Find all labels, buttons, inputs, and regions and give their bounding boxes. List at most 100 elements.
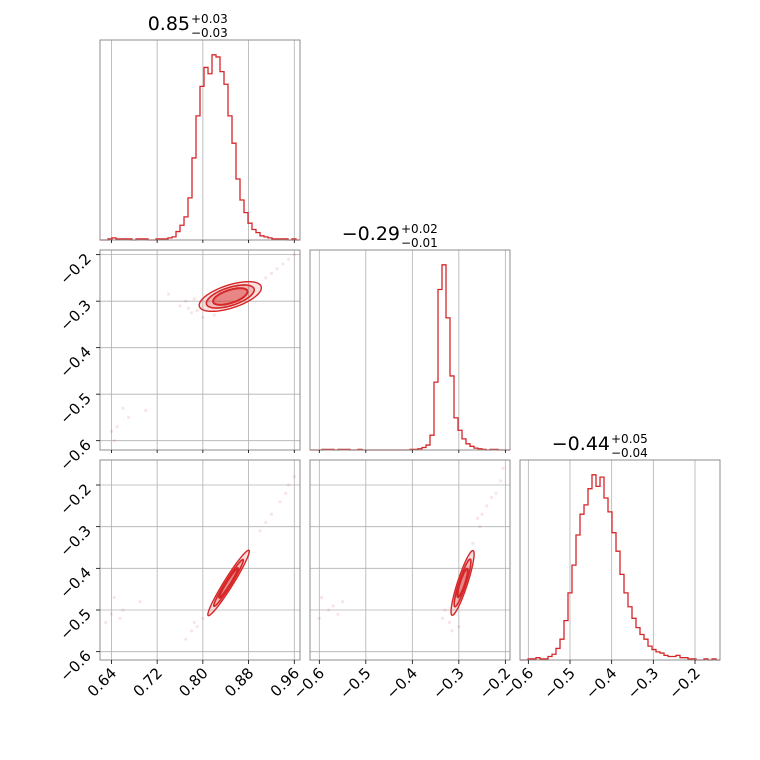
sample-point [457,625,461,629]
sample-point [317,616,321,620]
sample-point [115,425,119,429]
sample-point [195,625,199,629]
y-tick-label: −0.6 [56,436,94,474]
sample-point [443,608,447,612]
y-tick-label: −0.5 [56,605,94,643]
sample-point [292,475,296,479]
x-tick-label: −0.5 [540,664,578,702]
sample-point [264,276,268,280]
marginal-histogram-1 [100,54,300,241]
sample-point [184,637,188,641]
x-tick-label: −0.3 [429,664,467,702]
sample-point [118,616,122,620]
sample-point [501,466,505,470]
sample-point [489,495,493,500]
sample-point [189,629,194,633]
y-tick-label: −0.2 [56,250,94,288]
sample-point [275,267,279,271]
sample-point [189,311,194,315]
sample-point [269,512,274,516]
x-tick-label: 0.64 [84,664,120,700]
density-contour [207,549,251,617]
marginal-histogram-2 [310,264,510,451]
sample-point [258,529,262,533]
sample-point [478,525,482,529]
sample-point [281,262,285,266]
x-tick-label: −0.4 [582,664,620,702]
sample-point [144,408,148,413]
sample-point [475,516,480,520]
sample-point [109,429,114,433]
sample-point [494,491,498,495]
y-tick-label: −0.4 [56,563,94,601]
x-tick-label: 0.80 [175,664,211,700]
sample-point [340,600,345,604]
sample-point [138,600,142,604]
sample-point [284,491,288,495]
sample-point [212,313,216,317]
y-tick-label: −0.3 [56,296,94,334]
marginal-histogram-3 [520,474,720,661]
param-title-1: 0.85 [148,13,190,35]
title-minus-error-1: −0.03 [191,26,228,40]
density-contour [456,567,469,599]
sample-point [192,620,196,625]
x-tick-label: −0.2 [665,664,703,702]
sample-point [121,608,125,612]
sample-point [471,541,475,545]
sample-point [450,629,454,633]
title-minus-error-3: −0.04 [611,446,648,460]
x-tick-label: −0.5 [336,664,374,702]
sample-point [485,504,489,508]
x-tick-label: −0.3 [624,664,662,702]
panel-frame-diag-2 [309,249,511,451]
sample-point [112,595,116,600]
density-contour [218,567,240,599]
sample-point [447,620,452,625]
title-minus-error-2: −0.01 [401,236,438,250]
y-tick-label: −0.3 [56,522,94,560]
density-contour [212,287,249,306]
sample-point [499,479,503,483]
sample-point [178,304,182,308]
sample-point [286,257,291,261]
sample-point [264,520,268,525]
y-tick-label: −0.5 [56,389,94,427]
y-tick-label: −0.2 [56,480,94,518]
sample-point [286,483,291,487]
sample-point [104,620,108,625]
y-tick-label: −0.6 [56,647,94,685]
sample-point [121,406,125,410]
density-contour [212,558,245,608]
sample-point [327,608,331,612]
sample-point [269,271,274,275]
title-plus-error-3: +0.05 [611,432,648,446]
sample-point [320,595,324,600]
density-contour [450,549,475,616]
title-plus-error-2: +0.02 [401,222,438,236]
sample-point [192,297,196,301]
sample-point [331,604,335,608]
sample-point [109,612,114,616]
panel-frame-0-2 [99,459,301,661]
sample-point [112,439,116,443]
density-contour [205,284,256,309]
sample-point [336,612,340,616]
panel-frame-0-1 [99,249,301,451]
param-title-3: −0.44 [552,433,610,455]
panel-frame-1-2 [309,459,511,661]
title-plus-error-1: +0.03 [191,12,228,26]
sample-point [195,308,199,313]
sample-point [166,292,171,296]
sample-point [186,306,191,310]
sample-point [184,299,188,303]
x-tick-label: 0.88 [221,664,257,700]
x-tick-label: −0.4 [383,664,421,702]
y-tick-label: −0.4 [56,343,94,381]
sample-point [292,253,296,257]
x-tick-label: 0.72 [130,664,166,700]
panel-frame-diag-1 [99,39,301,241]
sample-point [126,415,131,420]
param-title-2: −0.29 [342,223,400,245]
